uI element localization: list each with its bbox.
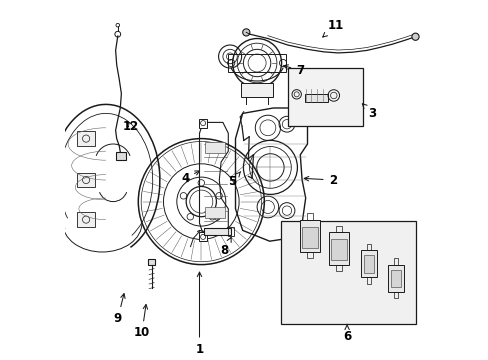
Bar — [115, 152, 125, 160]
Bar — [241, 83, 273, 97]
Text: 11: 11 — [322, 19, 344, 37]
Text: 8: 8 — [220, 238, 231, 257]
Polygon shape — [300, 220, 320, 252]
Text: 12: 12 — [122, 120, 139, 132]
Bar — [204, 228, 231, 235]
Bar — [204, 142, 224, 153]
Text: 2: 2 — [304, 174, 336, 186]
Text: 10: 10 — [134, 305, 150, 339]
Polygon shape — [328, 232, 348, 265]
Circle shape — [411, 33, 418, 40]
Bar — [77, 131, 95, 146]
Circle shape — [242, 29, 249, 36]
Bar — [330, 239, 346, 260]
Bar — [335, 226, 341, 232]
Bar — [287, 68, 363, 126]
Text: 6: 6 — [342, 324, 350, 343]
Bar — [228, 227, 233, 236]
Bar — [228, 54, 285, 72]
Text: 1: 1 — [195, 272, 203, 356]
Bar — [390, 270, 401, 287]
Bar — [363, 255, 374, 273]
Bar — [302, 227, 317, 248]
Text: 4: 4 — [181, 171, 199, 185]
Polygon shape — [361, 250, 376, 277]
Text: 9: 9 — [113, 294, 125, 325]
Bar — [366, 277, 370, 284]
Bar — [393, 258, 398, 265]
Text: 5: 5 — [227, 172, 240, 188]
Bar — [204, 207, 224, 218]
Bar — [305, 94, 328, 102]
Bar — [306, 252, 312, 258]
Polygon shape — [387, 265, 403, 292]
Bar — [335, 265, 341, 271]
Bar — [306, 213, 312, 220]
Bar — [199, 232, 206, 241]
Bar — [366, 244, 370, 250]
Bar — [77, 212, 95, 227]
Bar — [280, 221, 415, 324]
Bar — [77, 173, 95, 187]
Text: 3: 3 — [362, 104, 376, 120]
Bar — [393, 292, 398, 298]
Text: 7: 7 — [283, 64, 304, 77]
Bar — [148, 259, 155, 265]
Bar — [199, 119, 206, 128]
